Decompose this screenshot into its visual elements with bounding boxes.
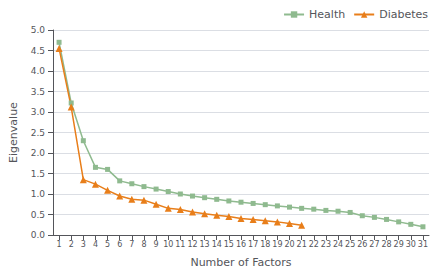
- svg-text:3: 3: [81, 240, 86, 249]
- svg-text:5.0: 5.0: [31, 25, 46, 35]
- svg-text:31: 31: [418, 240, 428, 249]
- svg-text:2: 2: [69, 240, 74, 249]
- svg-text:11: 11: [175, 240, 185, 249]
- svg-text:5: 5: [105, 240, 110, 249]
- svg-text:14: 14: [212, 240, 222, 249]
- svg-text:3.5: 3.5: [31, 87, 45, 97]
- svg-text:1.0: 1.0: [31, 189, 46, 199]
- svg-text:27: 27: [369, 240, 379, 249]
- svg-text:4.0: 4.0: [31, 66, 46, 76]
- svg-text:2.0: 2.0: [31, 148, 46, 158]
- svg-text:22: 22: [309, 240, 319, 249]
- svg-text:24: 24: [333, 240, 343, 249]
- svg-text:9: 9: [154, 240, 159, 249]
- svg-text:4: 4: [93, 240, 98, 249]
- svg-text:1: 1: [57, 240, 62, 249]
- svg-text:1.5: 1.5: [31, 169, 45, 179]
- svg-text:0.0: 0.0: [31, 230, 46, 240]
- svg-text:17: 17: [248, 240, 258, 249]
- svg-text:30: 30: [406, 240, 416, 249]
- svg-text:Eigenvalue: Eigenvalue: [7, 102, 20, 163]
- svg-text:4.5: 4.5: [31, 46, 45, 56]
- svg-text:26: 26: [357, 240, 367, 249]
- svg-text:13: 13: [200, 240, 210, 249]
- svg-text:16: 16: [236, 240, 246, 249]
- svg-text:12: 12: [187, 240, 197, 249]
- svg-text:23: 23: [321, 240, 331, 249]
- svg-text:28: 28: [381, 240, 391, 249]
- svg-text:3.0: 3.0: [31, 107, 46, 117]
- svg-text:10: 10: [163, 240, 173, 249]
- svg-text:Diabetes: Diabetes: [379, 8, 428, 21]
- svg-text:0.5: 0.5: [31, 210, 45, 220]
- svg-text:Number of Factors: Number of Factors: [190, 256, 291, 269]
- svg-text:2.5: 2.5: [31, 128, 45, 138]
- svg-text:29: 29: [394, 240, 404, 249]
- svg-text:6: 6: [117, 240, 122, 249]
- svg-text:15: 15: [224, 240, 234, 249]
- svg-text:20: 20: [284, 240, 294, 249]
- svg-text:25: 25: [345, 240, 355, 249]
- svg-text:8: 8: [141, 240, 146, 249]
- svg-text:7: 7: [129, 240, 134, 249]
- svg-text:18: 18: [260, 240, 270, 249]
- svg-text:19: 19: [272, 240, 282, 249]
- svg-text:Health: Health: [309, 8, 345, 21]
- svg-text:21: 21: [297, 240, 307, 249]
